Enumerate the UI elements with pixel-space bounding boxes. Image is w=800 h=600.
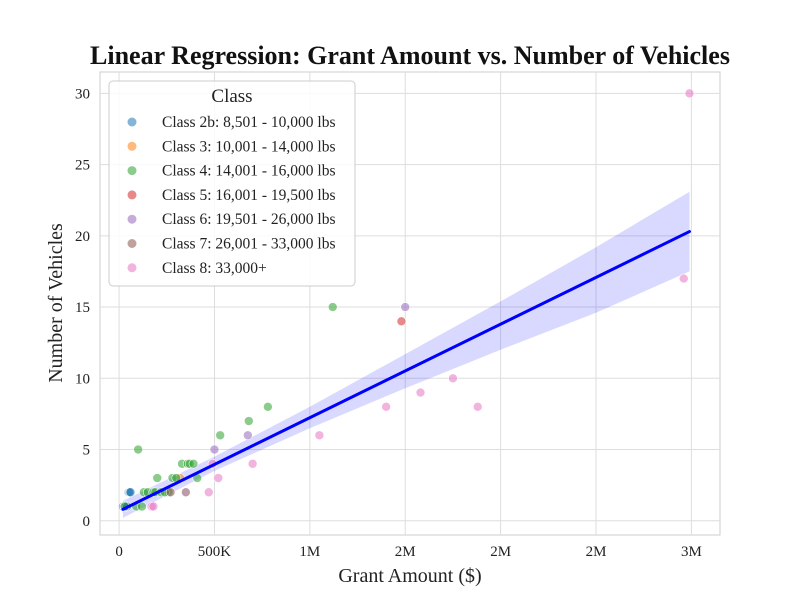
data-point-series-6 bbox=[314, 430, 325, 441]
data-point-series-2 bbox=[244, 416, 254, 426]
regression-line bbox=[121, 230, 691, 511]
data-point-series-6 bbox=[684, 88, 695, 99]
scatter-points bbox=[118, 88, 695, 512]
legend-marker bbox=[127, 263, 137, 273]
legend-label: Class 3: 10,001 - 14,000 lbs bbox=[162, 138, 336, 155]
data-point-series-0 bbox=[125, 487, 136, 498]
legend-marker bbox=[127, 141, 137, 151]
data-point-series-2 bbox=[133, 444, 143, 455]
legend-marker bbox=[127, 166, 137, 176]
legend-label: Class 5: 16,001 - 19,500 lbs bbox=[162, 187, 336, 204]
data-point-series-6 bbox=[678, 273, 689, 284]
data-point-series-6 bbox=[247, 458, 258, 469]
legend-marker bbox=[127, 214, 137, 224]
data-point-series-2 bbox=[137, 501, 147, 512]
legend-label: Class 8: 33,000+ bbox=[162, 260, 267, 277]
data-point-series-3 bbox=[396, 316, 407, 327]
data-point-series-4 bbox=[209, 444, 220, 455]
y-tick-label: 15 bbox=[75, 300, 90, 316]
data-point-series-2 bbox=[263, 401, 273, 412]
y-tick-label: 25 bbox=[75, 158, 90, 174]
data-point-series-6 bbox=[448, 373, 458, 384]
data-point-series-4 bbox=[243, 430, 253, 441]
y-tick-label: 10 bbox=[75, 371, 90, 387]
legend-marker bbox=[127, 239, 137, 248]
data-point-series-2 bbox=[188, 458, 199, 469]
y-tick-label: 0 bbox=[83, 514, 91, 530]
x-tick-label: 3M bbox=[681, 544, 702, 560]
y-axis-label: Number of Vehicles bbox=[45, 223, 67, 383]
x-tick-label: 0 bbox=[115, 544, 123, 560]
x-tick-label: 500K bbox=[198, 544, 232, 560]
confidence-band bbox=[122, 191, 690, 518]
data-point-series-6 bbox=[181, 487, 191, 498]
data-point-series-6 bbox=[472, 401, 483, 412]
data-point-series-6 bbox=[381, 401, 391, 412]
chart-title: Linear Regression: Grant Amount vs. Numb… bbox=[90, 41, 730, 70]
x-tick-label: 2M bbox=[586, 544, 607, 560]
y-tick-label: 20 bbox=[75, 229, 90, 245]
legend: Class Class 2b: 8,501 - 10,000 lbs Class … bbox=[108, 80, 356, 287]
y-axis-ticks: 0 5 10 15 20 25 30 bbox=[75, 86, 90, 529]
x-tick-label: 1M bbox=[299, 544, 320, 560]
legend-label: Class 4: 14,001 - 16,000 lbs bbox=[162, 163, 336, 180]
data-point-series-2 bbox=[327, 302, 338, 312]
data-point-series-6 bbox=[148, 501, 159, 512]
data-point-series-2 bbox=[152, 473, 163, 483]
data-point-series-4 bbox=[400, 302, 411, 312]
data-point-series-6 bbox=[213, 473, 224, 483]
data-point-series-5 bbox=[165, 487, 176, 498]
y-tick-label: 30 bbox=[75, 86, 90, 102]
legend-marker bbox=[127, 117, 137, 127]
x-tick-label: 2M bbox=[395, 544, 416, 560]
y-tick-label: 5 bbox=[83, 443, 91, 459]
data-point-series-6 bbox=[203, 487, 214, 498]
x-axis-ticks: 0 500K 1M 2M 2M 2M 3M bbox=[115, 544, 701, 560]
data-point-series-2 bbox=[215, 430, 225, 441]
legend-title: Class bbox=[211, 86, 252, 107]
legend-label: Class 7: 26,001 - 33,000 lbs bbox=[162, 236, 336, 253]
legend-box bbox=[108, 80, 356, 287]
legend-label: Class 6: 19,501 - 26,000 lbs bbox=[162, 211, 336, 228]
x-tick-label: 2M bbox=[490, 544, 511, 560]
confidence-band-layer bbox=[122, 191, 690, 518]
legend-label: Class 2b: 8,501 - 10,000 lbs bbox=[162, 114, 336, 131]
legend-marker bbox=[127, 190, 137, 200]
regression-line-layer bbox=[121, 230, 691, 511]
data-point-series-6 bbox=[415, 387, 426, 398]
x-axis-label: Grant Amount ($) bbox=[338, 565, 481, 587]
